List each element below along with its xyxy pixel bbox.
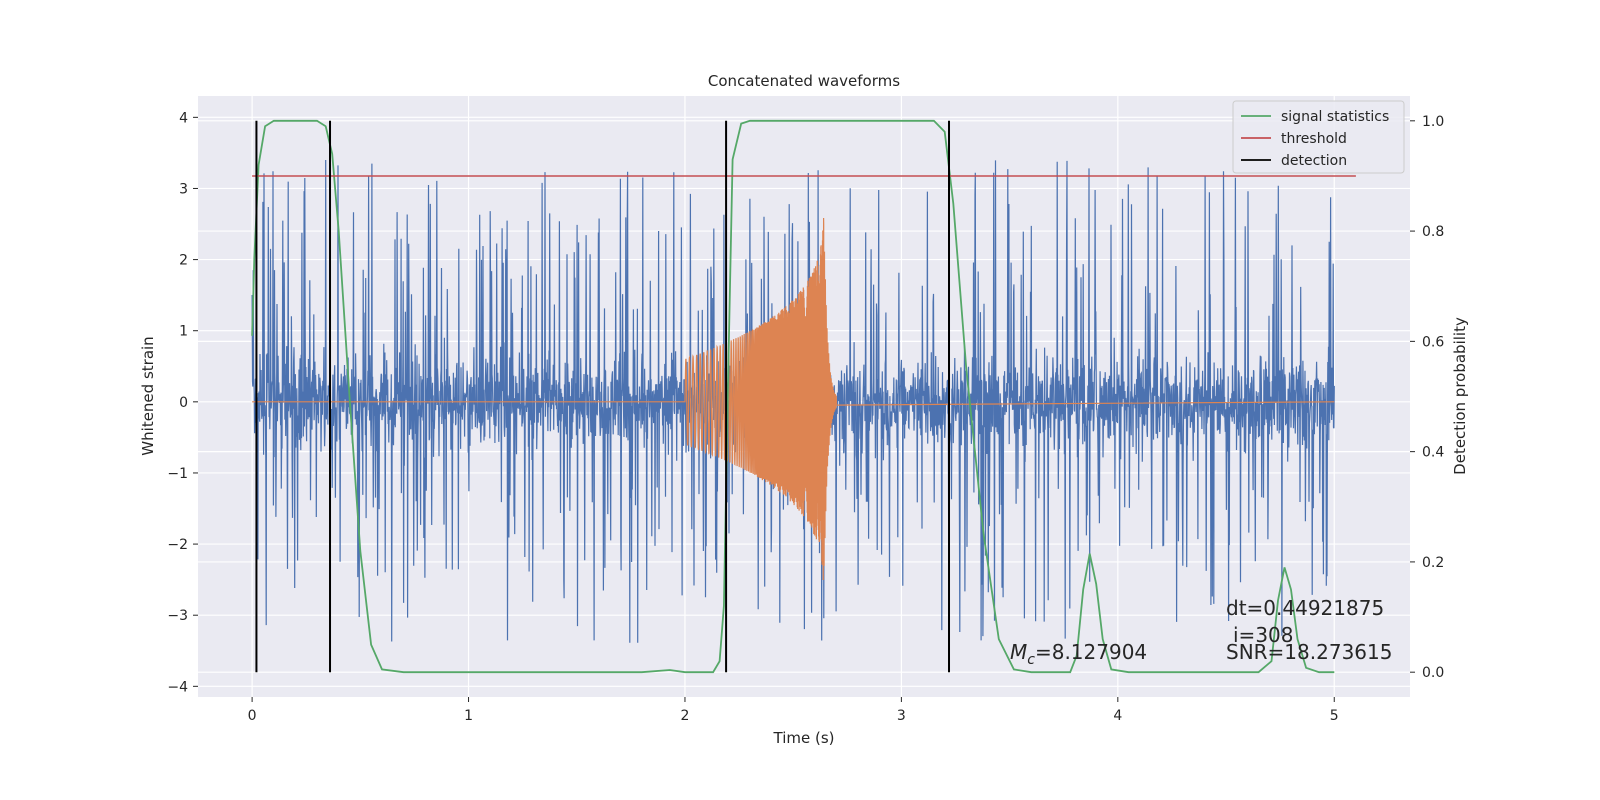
y2-axis-label: Detection probability <box>1451 317 1469 475</box>
x-tick-label: 3 <box>897 708 906 724</box>
annotation-snr: SNR=18.273615 <box>1226 640 1392 664</box>
annotation-mc-sub: c <box>1027 652 1035 668</box>
x-tick-label: 2 <box>681 708 690 724</box>
detection-lines <box>255 120 951 673</box>
legend: signal statistics threshold detection <box>1232 100 1405 174</box>
chart-title: Concatenated waveforms <box>708 72 900 90</box>
y-tick-label: −4 <box>167 679 188 695</box>
tick-labels: 0 1 2 3 4 5 4 3 2 1 0 −1 −2 −3 −4 1.0 0.8 0.6 0.4 0.2 0.0 <box>167 110 1444 724</box>
y2-tick-label: 1.0 <box>1422 114 1444 130</box>
annotation-mc-symbol: M <box>1010 640 1027 664</box>
legend-label-signal-statistics: signal statistics <box>1281 109 1389 125</box>
x-tick-label: 1 <box>464 708 473 724</box>
x-axis-label: Time (s) <box>773 729 835 747</box>
y-tick-label: 1 <box>179 324 188 340</box>
template-line <box>252 217 1335 581</box>
y2-tick-label: 0.2 <box>1422 555 1444 571</box>
y-tick-label: 0 <box>179 395 188 411</box>
legend-label-threshold: threshold <box>1281 131 1347 147</box>
y-axis-label: Whitened strain <box>139 336 157 455</box>
annotation-dt: dt=0.44921875 <box>1226 596 1384 620</box>
annotation-mc-value: =8.127904 <box>1035 640 1147 664</box>
signal-statistics-line <box>251 119 1335 674</box>
y2-tick-label: 0.8 <box>1422 224 1444 240</box>
legend-box <box>1232 100 1405 174</box>
y-tick-label: −2 <box>167 537 188 553</box>
y2-tick-label: 0.4 <box>1422 445 1444 461</box>
x-tick-label: 4 <box>1113 708 1122 724</box>
annotation-mc: Mc=8.127904 <box>1010 640 1147 668</box>
annotations: dt=0.44921875 i=308 SNR=18.273615 Mc=8.1… <box>1010 596 1392 668</box>
y-tick-label: −1 <box>167 466 188 482</box>
legend-label-detection: detection <box>1281 153 1347 169</box>
y2-tick-label: 0.0 <box>1422 665 1444 681</box>
y-tick-label: 2 <box>179 253 188 269</box>
y-tick-label: 3 <box>179 181 188 197</box>
x-tick-label: 5 <box>1330 708 1339 724</box>
series-group <box>251 119 1356 674</box>
y-tick-label: 4 <box>179 110 188 126</box>
x-tick-label: 0 <box>248 708 257 724</box>
y-tick-label: −3 <box>167 608 188 624</box>
y2-tick-label: 0.6 <box>1422 334 1444 350</box>
annotation-i: i=308 <box>1233 623 1294 647</box>
